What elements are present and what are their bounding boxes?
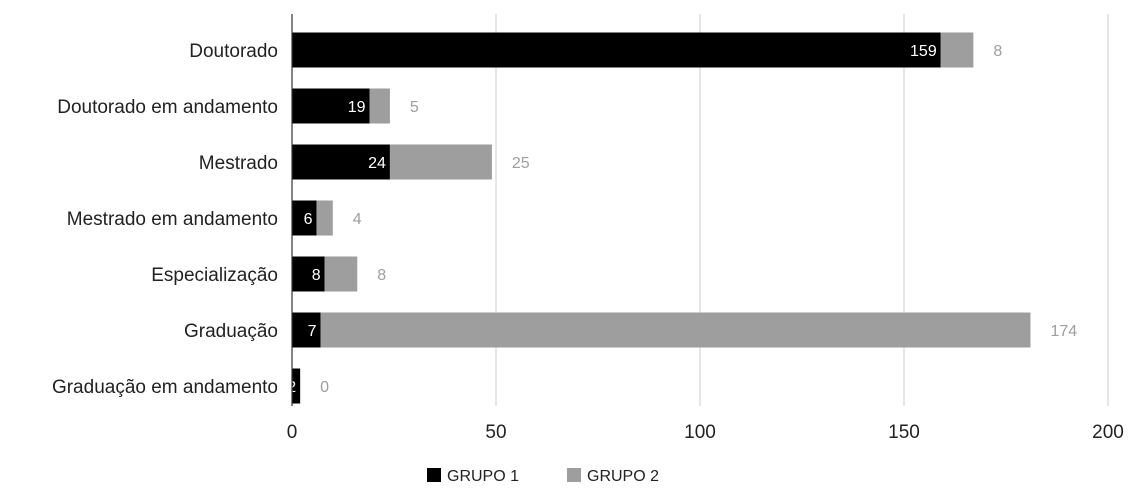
legend-swatch-1 [427, 468, 441, 482]
data-label-grupo-2: 8 [993, 43, 1002, 60]
data-label-grupo-1: 159 [910, 43, 937, 60]
data-label-grupo-1: 24 [368, 155, 386, 172]
bar-grupo-2 [324, 256, 358, 292]
data-label-grupo-2: 8 [377, 267, 386, 284]
bar-grupo-2 [316, 200, 333, 236]
data-label-grupo-2: 174 [1050, 323, 1077, 340]
data-label-grupo-2: 25 [512, 155, 530, 172]
bar-grupo-1 [292, 32, 941, 68]
x-tick-label: 0 [287, 422, 298, 443]
x-tick-label: 100 [684, 422, 716, 443]
category-label: Graduação em andamento [52, 377, 278, 398]
axes: 0 50 100 150 200 [287, 14, 1124, 443]
legend-swatch-2 [567, 468, 581, 482]
category-label: Mestrado em andamento [67, 209, 278, 230]
legend-label-2: GRUPO 2 [587, 468, 659, 485]
legend: GRUPO 1 GRUPO 2 [427, 468, 659, 485]
x-tick-label: 200 [1092, 422, 1124, 443]
data-label-grupo-2: 0 [320, 379, 329, 396]
category-label: Especialização [151, 265, 278, 286]
bar-grupo-1 [292, 312, 321, 348]
category-label: Mestrado [199, 153, 278, 174]
x-tick-label: 150 [888, 422, 920, 443]
bar-grupo-2 [369, 88, 390, 124]
category-label: Doutorado [189, 41, 278, 62]
data-label-grupo-2: 4 [353, 211, 362, 228]
category-label: Graduação [184, 321, 278, 342]
bar-grupo-1 [292, 200, 317, 236]
x-tick-label: 50 [485, 422, 506, 443]
data-label-grupo-1: 8 [312, 267, 321, 284]
bar-grupo-2 [940, 32, 974, 68]
bar-grupo-1 [292, 88, 370, 124]
category-label: Doutorado em andamento [57, 97, 278, 118]
bar-grupo-2 [320, 312, 1031, 348]
data-label-grupo-2: 5 [410, 99, 419, 116]
bar-grupo-1 [292, 256, 325, 292]
data-label-grupo-1: 19 [348, 99, 366, 116]
labels: Doutorado 159 8 Doutorado em andamento 19 5 Me… [52, 41, 1077, 398]
bar-grupo-2 [389, 144, 492, 180]
legend-label-1: GRUPO 1 [447, 468, 519, 485]
bars [292, 32, 1031, 404]
bar-grupo-1 [292, 368, 301, 404]
data-label-grupo-1: 6 [304, 211, 313, 228]
bar-grupo-1 [292, 144, 390, 180]
data-label-grupo-1: 7 [308, 323, 317, 340]
